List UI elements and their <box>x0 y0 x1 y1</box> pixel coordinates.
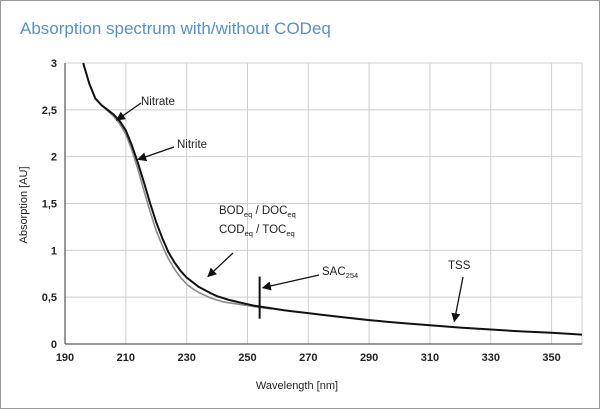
x-tick-label: 350 <box>542 352 560 364</box>
series <box>82 62 583 336</box>
y-tick-label: 2,5 <box>42 105 57 117</box>
annotation-arrow-bod-doc-cod-toc <box>207 252 234 278</box>
tick-labels: 190 210 230 250 270 290 310 330 350 0 0,5 1 1,5 2 2,5 3 <box>42 58 561 364</box>
annotation-tss-text: TSS <box>448 260 471 272</box>
x-tick-label: 270 <box>299 352 317 364</box>
annotation-sac254-text: SAC <box>322 266 346 278</box>
x-axis-label: Wavelength [nm] <box>256 380 338 392</box>
series-line-2 <box>82 62 272 310</box>
annotation-cod-toc-sub: eq <box>245 229 253 238</box>
x-tick-label: 290 <box>360 352 378 364</box>
annotation-bod-doc-cod-toc-sub: eq <box>244 210 252 219</box>
x-tick-label: 190 <box>56 352 74 364</box>
annotation-cod-toc-text2: / TOC <box>253 224 286 236</box>
y-tick-label: 0,5 <box>42 292 57 304</box>
y-tick-label: 2 <box>51 152 57 164</box>
annotation-nitrite-text: Nitrite <box>177 139 207 151</box>
x-tick-label: 250 <box>238 352 256 364</box>
annotation-cod-toc: CODeq / TOCeq <box>219 224 295 238</box>
annotation-sac254-sub: 254 <box>346 271 359 280</box>
annotation-nitrate-text: Nitrate <box>141 96 175 108</box>
y-tick-label: 3 <box>51 58 57 70</box>
annotation-nitrate: Nitrate <box>141 96 175 108</box>
annotation-arrow-sac254 <box>261 274 320 291</box>
annotation-cod-toc-text: COD <box>219 224 245 236</box>
annotation-bod-doc-cod-toc: BODeq / DOCeq <box>219 205 296 219</box>
series-line-1 <box>82 62 583 336</box>
annotation-bod-doc-cod-toc-text2: / DOC <box>252 205 287 217</box>
annotation-cod-toc-sub2: eq <box>286 229 294 238</box>
annotation-tss: TSS <box>448 260 471 272</box>
x-tick-label: 310 <box>421 352 439 364</box>
x-tick-label: 210 <box>117 352 135 364</box>
annotation-arrow-nitrite <box>137 146 175 162</box>
annotation-bod-doc-cod-toc-sub2: eq <box>287 210 295 219</box>
annotation-sac254: SAC254 <box>322 266 358 280</box>
x-tick-label: 230 <box>177 352 195 364</box>
y-axis-label: Absorption [AU] <box>18 166 30 243</box>
x-tick-label: 330 <box>482 352 500 364</box>
chart-title: Absorption spectrum with/without CODeq <box>20 19 331 38</box>
annotation-bod-doc-cod-toc-text: BOD <box>219 205 244 217</box>
annotation-nitrite: Nitrite <box>177 139 207 151</box>
y-tick-label: 1 <box>51 245 57 257</box>
annotation-arrow-tss <box>451 276 464 323</box>
y-tick-label: 1,5 <box>42 199 57 211</box>
annotation-arrow-nitrate <box>115 102 142 121</box>
y-tick-label: 0 <box>51 339 57 351</box>
axes <box>64 63 582 345</box>
